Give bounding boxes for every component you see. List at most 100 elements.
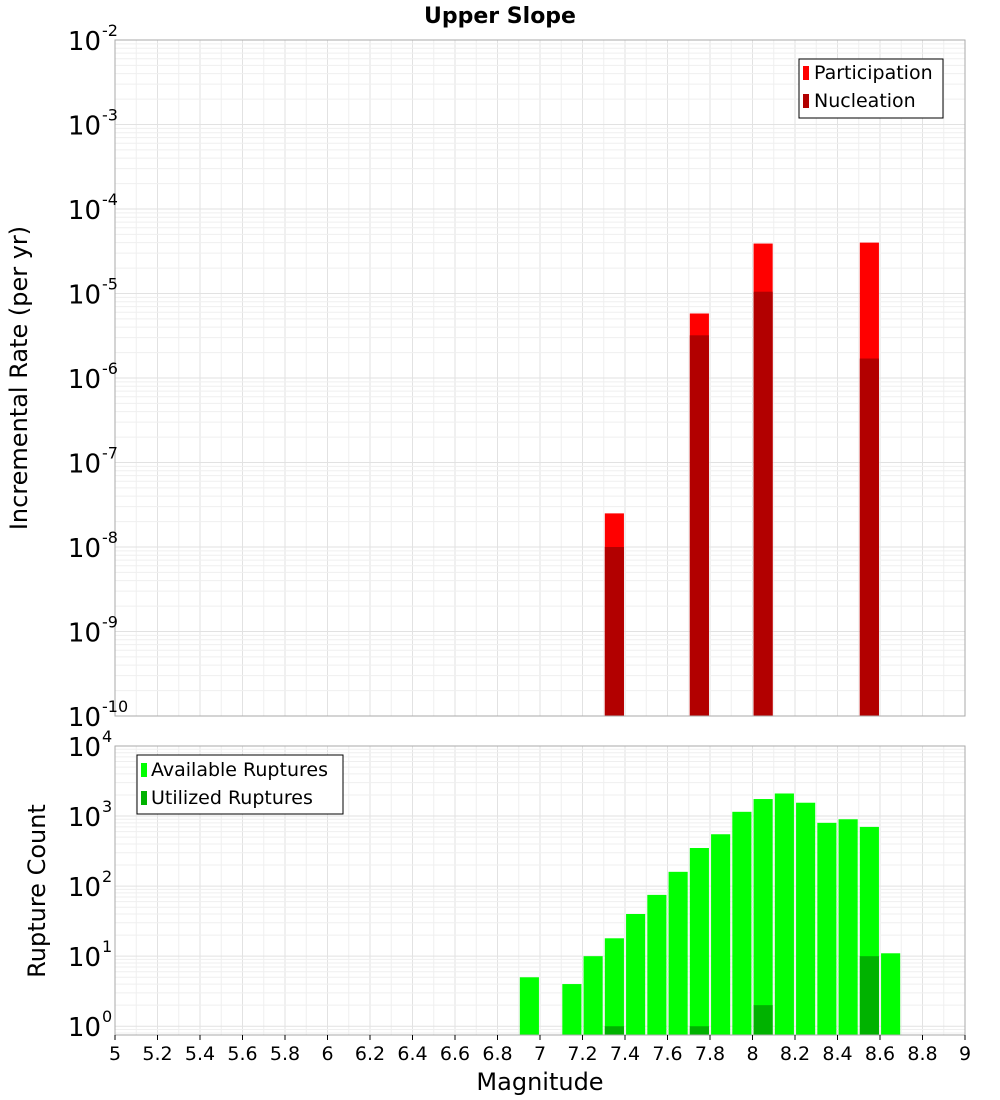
- x-tick-label: 8.6: [865, 1043, 895, 1065]
- rate-plot-frame: [114, 39, 966, 717]
- legend-label-utilized: Utilized Ruptures: [151, 787, 313, 809]
- rate-y-tick: 10 -5: [68, 275, 118, 311]
- bar-available-ruptures: [817, 822, 837, 1035]
- rate-plot-grid: [114, 39, 966, 717]
- rate-y-tick: 10 -2: [68, 21, 118, 57]
- bar-nucleation: [689, 335, 709, 716]
- legend-swatch-nucleation: [803, 94, 809, 108]
- y-tick-exponent: 3: [102, 797, 112, 816]
- x-tick-label: 8.8: [907, 1043, 937, 1065]
- y-tick-base: 10: [68, 281, 101, 311]
- bar-utilized-ruptures: [753, 1005, 773, 1035]
- rate-y-tick: 10 -9: [68, 613, 118, 649]
- count-plot-x-ticks: 5 5.2 5.4 5.6 5.8 6 6.2 6.4 6.6 6.8 7 7.2 7.4 7.6 7.8 8…: [109, 1035, 971, 1065]
- y-tick-base: 10: [68, 450, 101, 480]
- y-tick-base: 10: [68, 873, 101, 903]
- rate-legend: Participation Nucleation: [798, 58, 944, 119]
- x-tick-label: 5.8: [270, 1043, 300, 1065]
- x-tick-label: 6.6: [440, 1043, 470, 1065]
- y-tick-exponent: -7: [102, 444, 118, 463]
- y-tick-exponent: -5: [102, 275, 118, 294]
- x-tick-label: 8.4: [822, 1043, 852, 1065]
- bar-available-ruptures: [604, 938, 624, 1035]
- y-tick-base: 10: [68, 943, 101, 973]
- x-tick-label: 5: [109, 1043, 121, 1065]
- count-y-tick: 10 4: [68, 727, 112, 763]
- x-tick-label: 6.8: [482, 1043, 512, 1065]
- rate-y-tick: 10 -8: [68, 528, 118, 564]
- y-tick-exponent: -8: [102, 528, 118, 547]
- bar-utilized-ruptures: [689, 1026, 709, 1035]
- count-y-tick: 10 2: [68, 867, 112, 903]
- bar-available-ruptures: [838, 819, 858, 1035]
- x-tick-label: 5.4: [185, 1043, 215, 1065]
- y-tick-exponent: -6: [102, 359, 118, 378]
- bar-available-ruptures: [753, 799, 773, 1035]
- rate-y-tick: 10 -4: [68, 190, 118, 226]
- y-tick-base: 10: [68, 112, 101, 142]
- y-tick-base: 10: [68, 1013, 101, 1043]
- legend-swatch-utilized: [141, 791, 147, 805]
- y-tick-base: 10: [68, 196, 101, 226]
- legend-label-participation: Participation: [814, 62, 933, 84]
- bar-nucleation: [604, 547, 624, 716]
- x-tick-label: 5.2: [142, 1043, 172, 1065]
- x-axis-label: Magnitude: [476, 1068, 603, 1096]
- y-tick-exponent: 4: [102, 727, 112, 746]
- y-tick-exponent: -2: [102, 21, 118, 40]
- y-tick-base: 10: [68, 733, 101, 763]
- bar-utilized-ruptures: [859, 956, 879, 1035]
- rate-y-tick: 10 -7: [68, 444, 118, 480]
- x-tick-label: 7.6: [652, 1043, 682, 1065]
- bar-available-ruptures: [689, 848, 709, 1035]
- count-y-tick: 10 1: [68, 937, 112, 973]
- x-tick-label: 6: [321, 1043, 333, 1065]
- x-tick-label: 6.4: [397, 1043, 427, 1065]
- x-tick-label: 5.6: [227, 1043, 257, 1065]
- bar-available-ruptures: [774, 793, 794, 1035]
- rate-y-tick: 10 -10: [68, 697, 128, 733]
- bar-nucleation: [753, 291, 773, 716]
- rate-y-axis-label: Incremental Rate (per yr): [5, 226, 33, 530]
- legend-swatch-available: [141, 763, 147, 777]
- bar-available-ruptures: [732, 811, 752, 1035]
- y-tick-base: 10: [68, 803, 101, 833]
- legend-swatch-participation: [803, 66, 809, 80]
- y-tick-base: 10: [68, 703, 101, 733]
- y-tick-exponent: -3: [102, 106, 118, 125]
- y-tick-base: 10: [68, 619, 101, 649]
- count-plot-bars: [519, 793, 901, 1035]
- bar-available-ruptures: [668, 871, 688, 1035]
- y-tick-exponent: 2: [102, 867, 112, 886]
- bar-available-ruptures: [711, 834, 731, 1035]
- x-tick-label: 6.2: [355, 1043, 385, 1065]
- x-tick-label: 9: [959, 1043, 971, 1065]
- rate-y-tick: 10 -6: [68, 359, 118, 395]
- bar-available-ruptures: [562, 984, 582, 1035]
- y-tick-base: 10: [68, 27, 101, 57]
- x-tick-label: 7.4: [610, 1043, 640, 1065]
- rate-y-tick: 10 -3: [68, 106, 118, 142]
- count-y-axis-label: Rupture Count: [23, 804, 51, 978]
- y-tick-exponent: 0: [102, 1007, 112, 1026]
- x-tick-label: 7.2: [567, 1043, 597, 1065]
- x-tick-label: 7.8: [695, 1043, 725, 1065]
- x-tick-label: 8.2: [780, 1043, 810, 1065]
- bar-utilized-ruptures: [604, 1026, 624, 1035]
- bar-available-ruptures: [519, 977, 539, 1035]
- y-tick-base: 10: [68, 534, 101, 564]
- rate-legend-box: [798, 58, 944, 119]
- y-tick-exponent: -9: [102, 613, 118, 632]
- legend-label-available: Available Ruptures: [151, 759, 328, 781]
- count-y-tick: 10 0: [68, 1007, 112, 1043]
- count-y-tick: 10 3: [68, 797, 112, 833]
- bar-available-ruptures: [626, 914, 646, 1035]
- count-legend-box: [136, 754, 344, 815]
- rate-plot-bars: [604, 242, 879, 717]
- chart-title: Upper Slope: [424, 4, 576, 29]
- y-tick-exponent: 1: [102, 937, 112, 956]
